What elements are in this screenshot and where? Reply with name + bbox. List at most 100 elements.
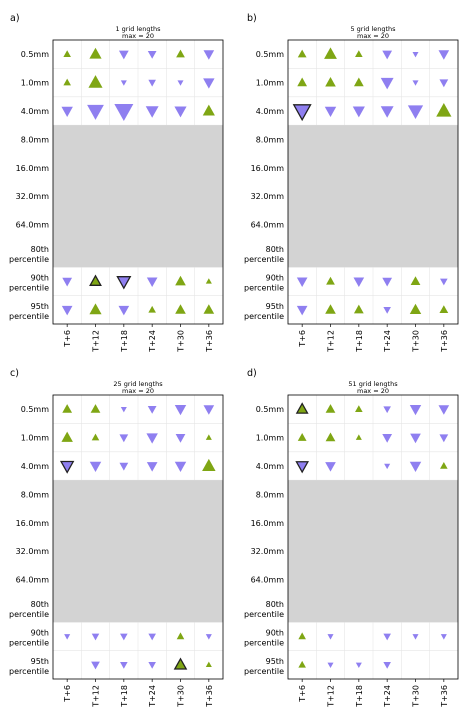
up-triangle-mark — [89, 274, 102, 286]
row-label: 8.0mm — [256, 490, 285, 499]
row-label: 8.0mm — [21, 490, 50, 499]
up-triangle-mark — [325, 77, 336, 87]
row-label: 90th — [31, 628, 49, 637]
down-triangle-mark — [412, 51, 419, 58]
down-triangle-mark — [353, 277, 365, 287]
col-label: T+24 — [148, 330, 157, 353]
down-triangle-mark — [380, 106, 394, 118]
up-triangle-mark — [298, 632, 306, 640]
up-triangle-mark — [205, 661, 212, 668]
down-triangle-mark — [383, 633, 391, 641]
row-label: 8.0mm — [256, 135, 285, 144]
panel-subtitle: max = 20 — [357, 32, 389, 40]
row-label: percentile — [9, 667, 49, 676]
up-triangle-mark — [202, 104, 215, 116]
down-triangle-mark — [147, 50, 157, 59]
up-triangle-mark — [353, 77, 364, 87]
row-label: 90th — [31, 273, 49, 282]
row-label: 16.0mm — [16, 519, 50, 528]
down-triangle-mark — [383, 307, 391, 314]
row-label: 16.0mm — [251, 164, 285, 173]
panel-label: b) — [247, 13, 257, 24]
up-triangle-mark — [175, 275, 186, 286]
up-triangle-mark — [410, 276, 421, 285]
col-label: T+30 — [177, 685, 186, 708]
panel-title: 1 grid lengths — [115, 25, 161, 33]
down-triangle-mark — [119, 462, 129, 471]
row-label: 80th — [266, 245, 284, 254]
row-label: 80th — [266, 600, 284, 609]
row-label: percentile — [9, 283, 49, 292]
down-triangle-mark — [64, 634, 71, 640]
down-triangle-mark — [146, 433, 158, 444]
panel-title: 5 grid lengths — [350, 25, 396, 33]
up-triangle-mark — [297, 77, 308, 87]
row-label: 1.0mm — [256, 79, 285, 88]
down-triangle-mark — [439, 79, 449, 88]
up-triangle-mark — [297, 432, 307, 441]
up-triangle-mark — [175, 304, 186, 314]
panel-subtitle: max = 20 — [122, 32, 154, 40]
row-label: 90th — [266, 273, 284, 282]
up-triangle-mark — [205, 434, 212, 440]
row-label: 64.0mm — [251, 221, 285, 230]
down-triangle-mark — [91, 661, 100, 670]
up-triangle-mark — [325, 304, 336, 314]
down-triangle-mark — [382, 50, 393, 60]
up-triangle-mark — [440, 462, 448, 469]
down-triangle-mark — [382, 434, 393, 443]
down-triangle-mark — [412, 80, 419, 86]
down-triangle-mark — [203, 405, 215, 415]
up-triangle-mark — [62, 404, 73, 413]
down-triangle-mark — [409, 461, 422, 473]
up-triangle-mark — [355, 50, 363, 57]
down-triangle-mark — [175, 434, 186, 443]
down-triangle-mark — [116, 276, 132, 290]
down-triangle-mark — [118, 50, 129, 60]
down-triangle-mark — [114, 104, 134, 121]
up-triangle-mark — [324, 47, 337, 59]
up-triangle-mark — [176, 49, 185, 58]
down-triangle-mark — [412, 634, 419, 640]
panel-subtitle: max = 20 — [357, 387, 389, 395]
row-label: percentile — [9, 312, 49, 321]
masked-region — [288, 480, 458, 623]
col-label: T+30 — [412, 685, 421, 708]
down-triangle-mark — [325, 462, 336, 472]
down-triangle-mark — [174, 404, 187, 416]
col-label: T+12 — [327, 330, 336, 353]
down-triangle-mark — [439, 434, 449, 443]
down-triangle-mark — [91, 633, 100, 641]
down-triangle-mark — [148, 633, 156, 641]
row-label: 64.0mm — [16, 221, 50, 230]
down-triangle-mark — [62, 277, 73, 287]
panel-label: c) — [10, 368, 19, 379]
down-triangle-mark — [120, 633, 128, 641]
up-triangle-mark — [90, 404, 101, 413]
down-triangle-mark — [146, 462, 158, 472]
row-label: 0.5mm — [21, 405, 50, 414]
down-triangle-mark — [292, 104, 312, 122]
row-label: 64.0mm — [16, 576, 50, 585]
col-label: T+18 — [120, 330, 129, 353]
row-label: 1.0mm — [256, 434, 285, 443]
col-label: T+18 — [120, 685, 129, 708]
down-triangle-mark — [118, 305, 130, 316]
row-label: 4.0mm — [256, 462, 285, 471]
down-triangle-mark — [384, 463, 391, 470]
down-triangle-mark — [61, 106, 73, 118]
down-triangle-mark — [380, 77, 394, 90]
col-label: T+6 — [63, 330, 72, 348]
row-label: 16.0mm — [16, 164, 50, 173]
col-label: T+18 — [355, 685, 364, 708]
row-label: 1.0mm — [21, 434, 50, 443]
col-label: T+36 — [205, 685, 214, 708]
up-triangle-mark — [148, 305, 156, 313]
row-label: percentile — [244, 638, 284, 647]
row-label: 8.0mm — [21, 135, 50, 144]
up-triangle-mark — [203, 304, 215, 314]
up-triangle-mark — [439, 305, 449, 314]
